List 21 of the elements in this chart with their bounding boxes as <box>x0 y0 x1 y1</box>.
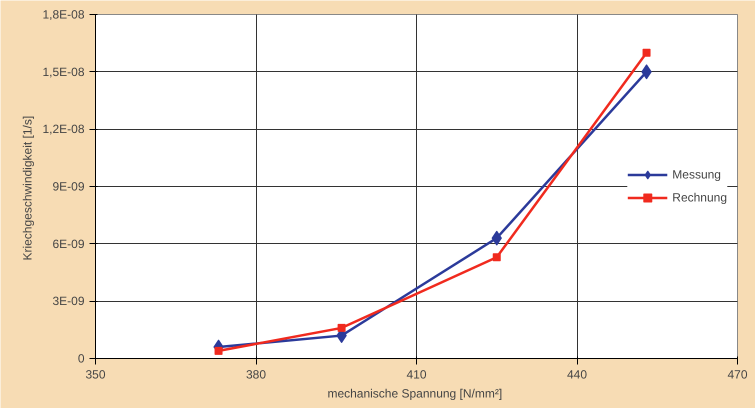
legend-label: Rechnung <box>672 190 727 204</box>
point <box>214 346 223 355</box>
x-tick-label: 440 <box>566 368 588 382</box>
y-tick-label: 9E-09 <box>52 180 85 194</box>
point <box>338 324 346 332</box>
point <box>642 48 651 57</box>
y-tick-label: 1,5E-08 <box>42 64 85 79</box>
x-tick-label: 470 <box>727 368 748 382</box>
y-tick-label: 6E-09 <box>52 236 85 251</box>
x-axis-title: mechanische Spannung [N/mm²] <box>327 386 502 400</box>
y-axis-title: Kriechgeschwindigkeit [1/s] <box>20 116 34 261</box>
y-tick-label: 1,8E-08 <box>42 8 85 22</box>
point <box>492 253 501 262</box>
x-tick-label: 350 <box>85 368 106 382</box>
point <box>641 64 652 80</box>
y-tick-label: 3E-09 <box>52 294 85 308</box>
x-tick-label: 410 <box>406 368 427 382</box>
x-tick-label: 380 <box>246 368 266 382</box>
legend-label: Messung <box>672 168 721 182</box>
y-tick-label: 0 <box>78 352 85 366</box>
y-tick-label: 1,2E-08 <box>42 122 85 136</box>
